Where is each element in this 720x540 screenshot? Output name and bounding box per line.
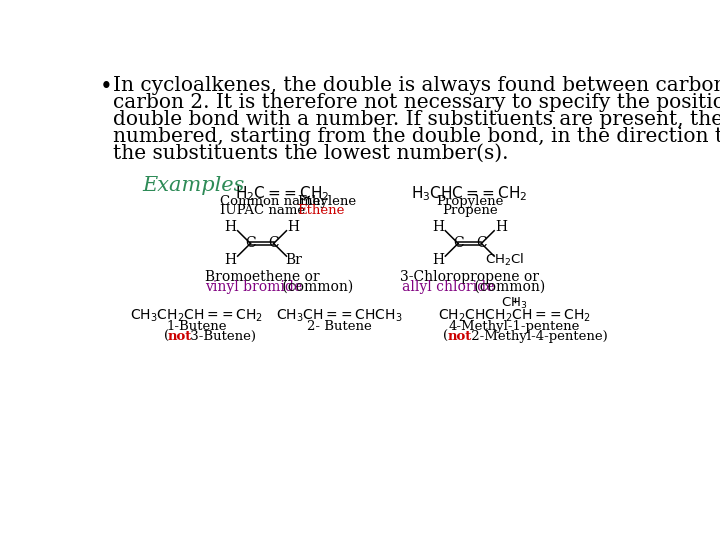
Text: •: • [99,76,112,98]
Text: Ethylene: Ethylene [297,195,357,208]
Text: C: C [245,237,256,251]
Text: $\mathrm{CH_3}$: $\mathrm{CH_3}$ [501,296,528,311]
Text: vinyl bromide: vinyl bromide [204,280,302,294]
Text: $\mathrm{H_2C{=\!=}CH_2}$: $\mathrm{H_2C{=\!=}CH_2}$ [235,184,330,203]
Text: H: H [495,220,507,234]
Text: $\mathrm{CH_3CH{=\!=}CHCH_3}$: $\mathrm{CH_3CH{=\!=}CHCH_3}$ [276,307,402,324]
Text: (: ( [444,330,449,343]
Text: the substituents the lowest number(s).: the substituents the lowest number(s). [113,144,509,163]
Text: H: H [433,220,444,234]
Text: $\mathrm{H_3CHC{=\!=}CH_2}$: $\mathrm{H_3CHC{=\!=}CH_2}$ [412,184,528,203]
Text: Bromoethene or: Bromoethene or [204,269,320,284]
Text: 3-Chloropropene or: 3-Chloropropene or [400,269,539,284]
Text: IUPAC name: IUPAC name [220,204,305,217]
Text: $\mathrm{CH_2Cl}$: $\mathrm{CH_2Cl}$ [485,252,524,268]
Text: not: not [448,330,472,343]
Text: (common): (common) [277,280,353,294]
Text: In cycloalkenes, the double is always found between carbon 1 and: In cycloalkenes, the double is always fo… [113,76,720,96]
Text: H: H [225,220,237,234]
Text: 1-Butene: 1-Butene [167,320,228,333]
Text: double bond with a number. If substituents are present, the ring must: double bond with a number. If substituen… [113,110,720,129]
Text: Common name:: Common name: [220,195,325,208]
Text: $\mathrm{CH_3CH_2CH{=\!=}CH_2}$: $\mathrm{CH_3CH_2CH{=\!=}CH_2}$ [130,307,264,324]
Text: C: C [476,237,487,251]
Text: (common): (common) [469,280,545,294]
Text: not: not [168,330,192,343]
Text: 2-Methyl-4-pentene): 2-Methyl-4-pentene) [467,330,608,343]
Text: (: ( [163,330,168,343]
Text: 2- Butene: 2- Butene [307,320,372,333]
Text: C: C [453,237,464,251]
Text: 4-Methyl-1-pentene: 4-Methyl-1-pentene [449,320,580,333]
Text: numbered, starting from the double bond, in the direction that gives: numbered, starting from the double bond,… [113,127,720,146]
Text: carbon 2. It is therefore not necessary to specify the position of the: carbon 2. It is therefore not necessary … [113,93,720,112]
Text: C: C [269,237,279,251]
Text: H: H [287,220,300,234]
Text: Examples: Examples [143,177,245,195]
Text: Br: Br [285,253,302,267]
Text: Propene: Propene [442,204,498,217]
Text: Ethene: Ethene [297,204,345,217]
Text: H: H [225,253,237,267]
Text: H: H [433,253,444,267]
Text: 3-Butene): 3-Butene) [186,330,256,343]
Text: $\mathrm{CH_2CHCH_2CH{=\!=}CH_2}$: $\mathrm{CH_2CHCH_2CH{=\!=}CH_2}$ [438,307,591,324]
Text: allyl chloride: allyl chloride [402,280,494,294]
Text: Propylene: Propylene [436,195,503,208]
